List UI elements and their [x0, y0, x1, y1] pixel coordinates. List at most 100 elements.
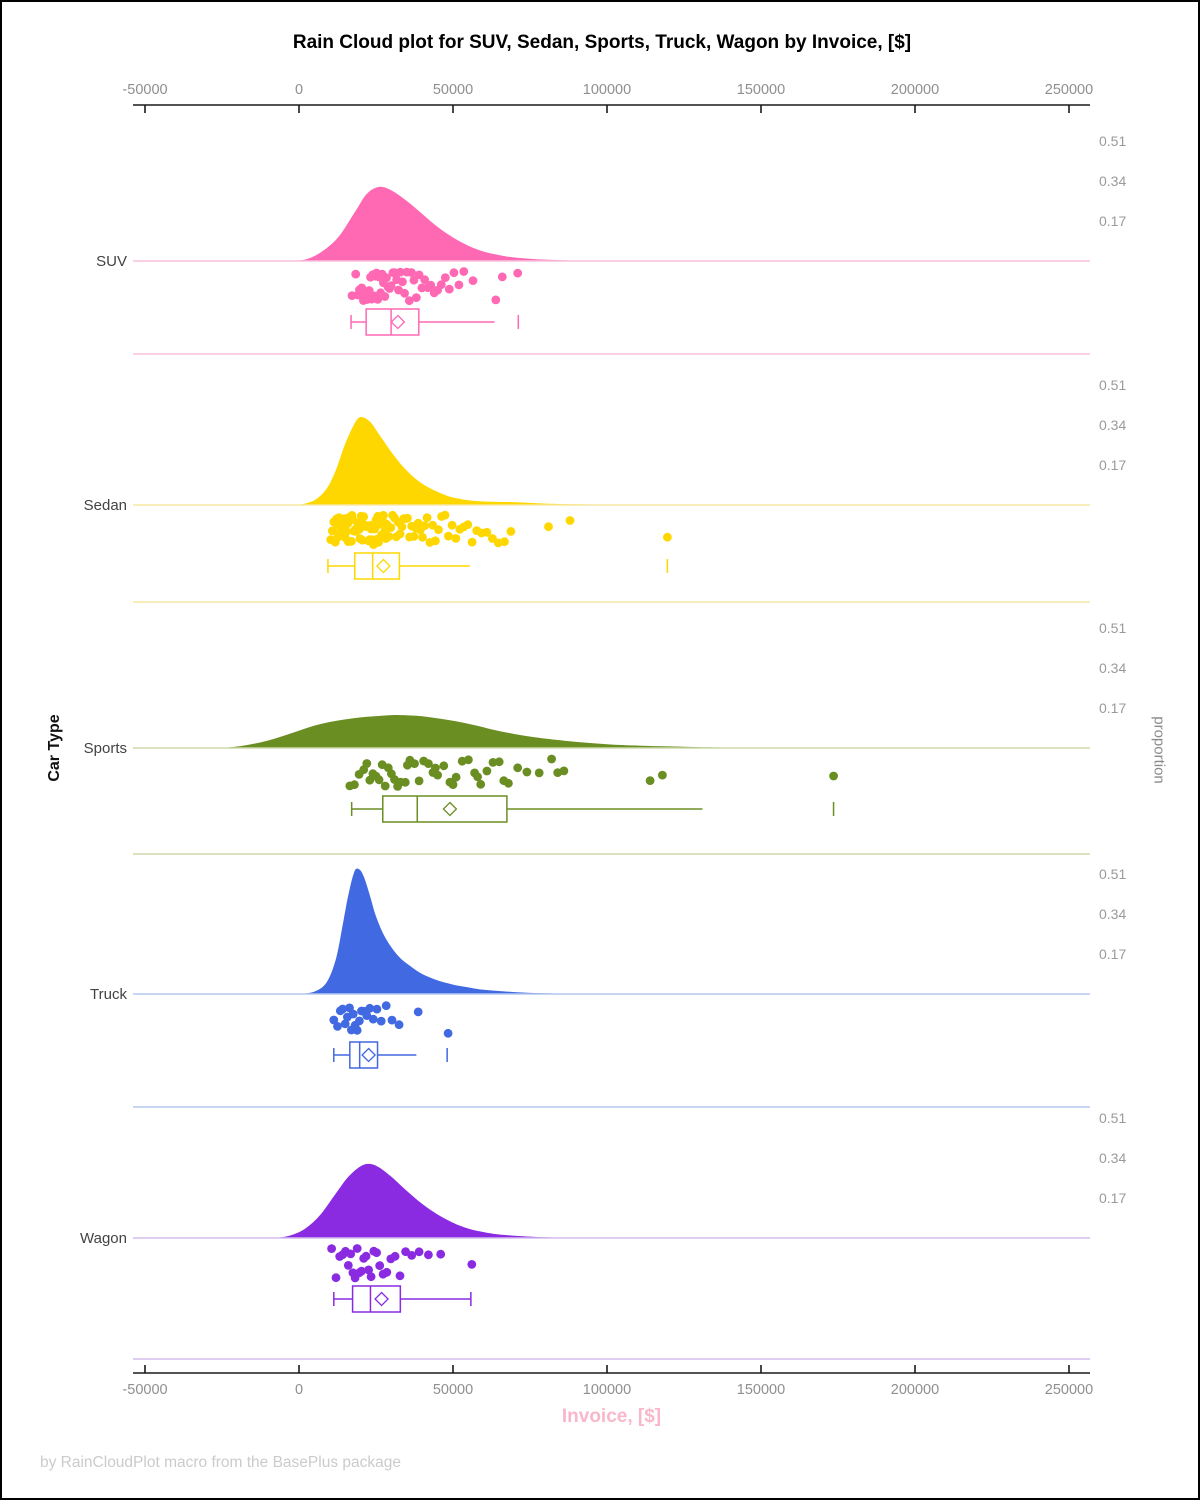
scatter-point-sedan — [403, 513, 412, 523]
scatter-point-sedan — [347, 511, 357, 520]
scatter-point-sedan — [384, 532, 394, 541]
density-curve-sports — [222, 715, 777, 748]
scatter-point-truck — [352, 1025, 362, 1035]
scatter-point-suv — [436, 280, 446, 289]
proportion-tick-label-suv: 0.17 — [1099, 213, 1126, 229]
scatter-point-wagon — [331, 1273, 341, 1283]
proportion-tick-label-sedan: 0.34 — [1099, 417, 1126, 433]
scatter-point-sedan — [336, 526, 346, 536]
scatter-point-wagon — [346, 1249, 356, 1259]
category-label-suv: SUV — [96, 253, 127, 270]
scatter-point-sedan — [422, 513, 432, 522]
scatter-point-suv — [373, 295, 383, 304]
scatter-point-sports — [374, 775, 384, 785]
scatter-point-sedan — [409, 532, 419, 541]
scatter-point-sports — [476, 779, 486, 789]
category-label-sedan: Sedan — [84, 497, 127, 514]
density-curve-suv — [292, 186, 592, 261]
scatter-point-truck — [387, 1015, 397, 1025]
scatter-point-sports — [424, 759, 433, 768]
proportion-tick-label-sports: 0.51 — [1099, 620, 1126, 636]
scatter-point-sports — [547, 754, 556, 764]
chart-title: Rain Cloud plot for SUV, Sedan, Sports, … — [292, 32, 912, 53]
scatter-point-sedan — [327, 526, 337, 536]
scatter-point-sports — [362, 759, 372, 768]
scatter-point-sedan — [434, 525, 443, 535]
scatter-point-wagon — [407, 1251, 417, 1260]
scatter-point-sedan — [343, 537, 353, 546]
scatter-point-sports — [513, 763, 523, 773]
scatter-point-suv — [382, 273, 391, 283]
scatter-point-sedan — [451, 534, 461, 543]
proportion-tick-label-sports: 0.34 — [1099, 660, 1126, 676]
scatter-point-suv — [386, 281, 396, 291]
scatter-point-sports — [414, 776, 424, 786]
scatter-point-sedan — [340, 514, 349, 524]
scatter-point-suv — [513, 268, 523, 278]
scatter-point-sports — [380, 781, 390, 791]
top-axis-tick-label: 50000 — [433, 82, 473, 98]
scatter-point-sedan — [663, 532, 672, 542]
scatter-point-wagon — [382, 1267, 392, 1277]
scatter-point-wagon — [364, 1265, 373, 1275]
top-axis-tick-label: 200000 — [891, 82, 939, 98]
scatter-point-wagon — [343, 1261, 353, 1270]
scatter-point-wagon — [390, 1251, 400, 1261]
density-curve-truck — [299, 868, 577, 994]
proportion-tick-label-wagon: 0.34 — [1099, 1150, 1126, 1166]
scatter-point-sports — [473, 772, 482, 782]
top-axis-tick-label: 250000 — [1045, 82, 1093, 98]
scatter-point-truck — [413, 1007, 423, 1017]
scatter-point-sports — [400, 777, 410, 787]
proportion-tick-label-suv: 0.34 — [1099, 173, 1126, 189]
scatter-point-sedan — [377, 530, 386, 540]
scatter-point-sedan — [373, 511, 383, 521]
scatter-point-wagon — [467, 1260, 477, 1269]
scatter-point-sports — [431, 763, 440, 773]
scatter-point-wagon — [375, 1261, 385, 1270]
y-axis-label-car-type: Car Type — [46, 714, 63, 782]
scatter-point-suv — [449, 268, 459, 278]
bottom-axis-tick-label: 100000 — [583, 1382, 631, 1398]
bottom-axis-tick-label: 0 — [295, 1382, 303, 1398]
scatter-point-sports — [829, 771, 838, 781]
scatter-point-sports — [410, 759, 419, 768]
scatter-point-wagon — [395, 1271, 405, 1281]
scatter-point-suv — [468, 276, 478, 285]
scatter-point-sports — [494, 757, 504, 767]
scatter-point-wagon — [366, 1272, 376, 1282]
bottom-axis-tick-label: -50000 — [122, 1382, 167, 1398]
mean-diamond-sedan — [375, 558, 391, 574]
mean-diamond-truck — [361, 1047, 377, 1063]
scatter-point-sedan — [444, 531, 453, 541]
scatter-point-suv — [420, 275, 430, 285]
category-label-truck: Truck — [90, 986, 127, 1003]
scatter-point-sports — [464, 755, 473, 765]
scatter-point-sports — [433, 770, 442, 780]
proportion-tick-label-wagon: 0.51 — [1099, 1110, 1126, 1126]
scatter-point-sports — [553, 768, 563, 777]
scatter-point-suv — [426, 280, 436, 290]
scatter-point-wagon — [361, 1251, 371, 1261]
scatter-point-suv — [411, 293, 421, 302]
scatter-point-sedan — [374, 537, 383, 547]
scatter-point-wagon — [327, 1244, 336, 1253]
scatter-point-sports — [658, 770, 667, 780]
density-curve-wagon — [274, 1163, 577, 1238]
scatter-point-suv — [459, 267, 469, 276]
scatter-point-sports — [645, 776, 655, 785]
scatter-point-wagon — [372, 1248, 381, 1258]
scatter-point-sedan — [420, 521, 430, 530]
scatter-point-sedan — [506, 527, 516, 536]
scatter-point-truck — [376, 1016, 386, 1026]
scatter-point-wagon — [414, 1247, 424, 1257]
scatter-point-sedan — [397, 522, 407, 532]
x-axis-label-invoice: Invoice, [$] — [561, 1406, 662, 1427]
scatter-point-suv — [491, 295, 501, 305]
scatter-point-truck — [365, 1003, 375, 1013]
scatter-point-truck — [348, 1009, 358, 1019]
scatter-point-suv — [380, 292, 390, 301]
mean-diamond-sports — [442, 801, 458, 817]
scatter-point-sports — [522, 767, 532, 777]
